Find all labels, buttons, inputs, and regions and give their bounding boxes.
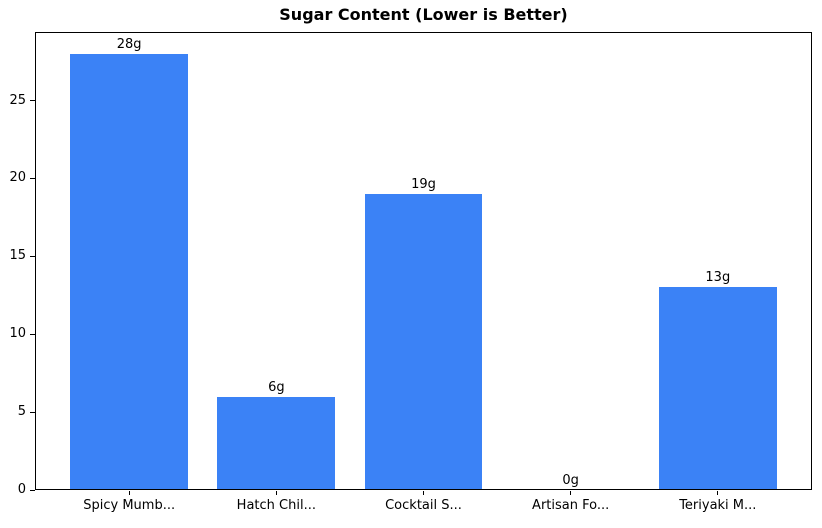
bar (364, 194, 483, 490)
y-axis-tick-label: 20 (9, 170, 26, 186)
x-axis-tick-mark (717, 491, 719, 495)
x-axis-category-label: Artisan Fo... (532, 498, 610, 513)
bar (70, 53, 189, 490)
x-axis-category-label: Teriyaki M... (679, 498, 757, 513)
x-axis-category-label: Spicy Mumb... (83, 498, 176, 513)
y-axis-tick-label: 0 (17, 482, 26, 497)
x-axis-category-label: Cocktail S... (385, 498, 462, 513)
y-axis-tick-label: 15 (9, 248, 26, 264)
y-axis-tick-label: 5 (17, 404, 26, 420)
y-axis-tick-mark (30, 100, 35, 102)
y-axis-tick-mark (30, 255, 35, 257)
x-axis-category-label: Hatch Chil... (236, 498, 316, 513)
bar-value-label: 0g (562, 473, 579, 488)
y-axis-tick-mark (30, 411, 35, 413)
bar-value-label: 13g (705, 270, 731, 286)
x-axis-tick-mark (423, 491, 424, 495)
y-axis-tick-mark (30, 489, 35, 491)
y-axis-tick-mark (30, 333, 35, 335)
x-axis-tick-mark (275, 491, 277, 495)
x-axis-tick-mark (570, 491, 572, 495)
y-axis-tick-label: 10 (9, 326, 26, 342)
bar-value-label: 19g (411, 177, 436, 192)
y-axis-tick-mark (30, 177, 35, 179)
bar-value-label: 6g (268, 379, 285, 395)
y-axis-tick-label: 25 (9, 92, 26, 108)
x-axis-tick-mark (128, 491, 130, 495)
bar-value-label: 28g (116, 36, 142, 52)
chart-title: Sugar Content (Lower is Better) (279, 5, 568, 24)
bar (217, 396, 336, 490)
bar (658, 287, 777, 490)
